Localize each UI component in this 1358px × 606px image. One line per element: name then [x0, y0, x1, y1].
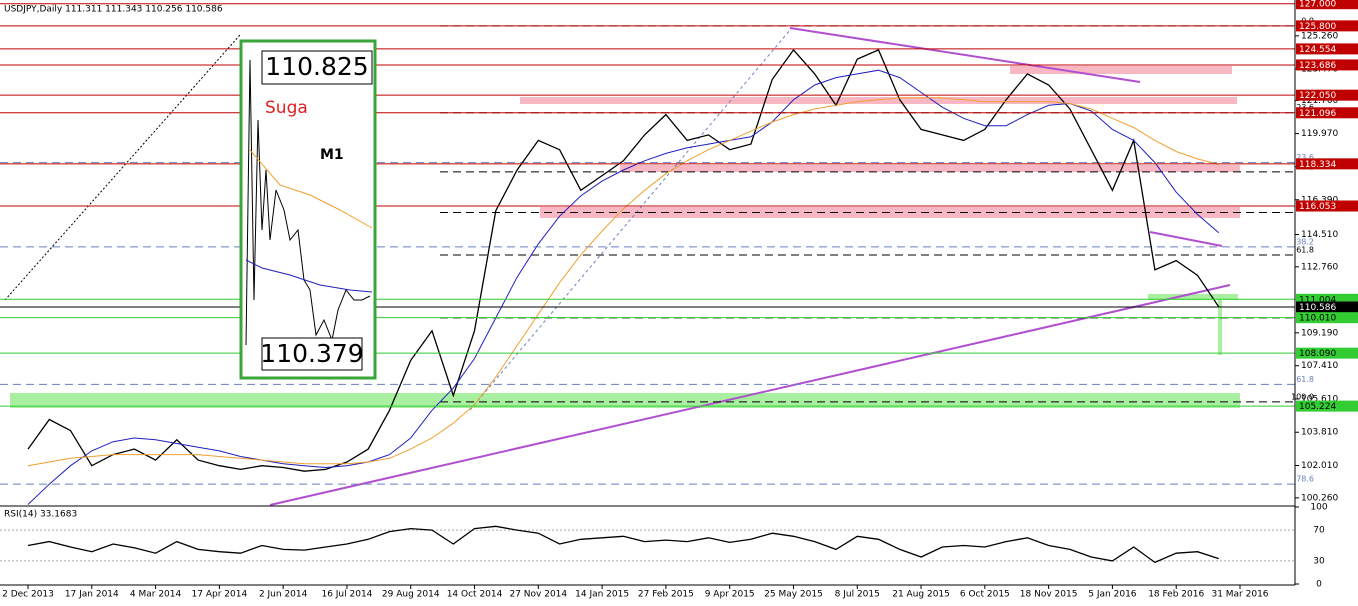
- x-tick-label: 17 Jan 2014: [65, 590, 119, 600]
- inset-price: [245, 59, 371, 346]
- series-line: [27, 525, 1219, 564]
- level-box: [1296, 0, 1358, 10]
- rsi-tick-label: 70: [1313, 526, 1325, 536]
- fib-label: 38.2: [1296, 237, 1314, 246]
- level-label: 123.686: [1299, 61, 1336, 71]
- plot-area: 125.260123.470121.760119.970118.180116.3…: [0, 3, 1338, 600]
- y-tick-label: 107.410: [1301, 361, 1338, 371]
- trend-line: [1149, 231, 1223, 247]
- trend-line: [789, 27, 1141, 83]
- level-box: [1296, 59, 1358, 71]
- level-box: [1296, 293, 1358, 305]
- y-tick-label: 112.760: [1301, 262, 1338, 272]
- x-tick-label: 18 Nov 2015: [1020, 590, 1078, 600]
- trend-line: [269, 284, 1231, 506]
- level-label: 127.000: [1299, 0, 1336, 10]
- fib-diagonal: [469, 29, 791, 411]
- resistance-zone: [520, 97, 1237, 104]
- rsi-title: RSI(14) 33.1683: [4, 510, 77, 520]
- x-tick-label: 17 Apr 2014: [192, 590, 248, 600]
- x-tick-label: 29 Aug 2014: [382, 590, 440, 600]
- y-tick-label: 119.970: [1301, 129, 1338, 139]
- fib-label: 100.0: [1291, 392, 1314, 401]
- resistance-zone: [1010, 66, 1232, 74]
- x-tick-label: 25 May 2015: [764, 590, 823, 600]
- level-box: [1296, 400, 1358, 412]
- fib-label: 61.8: [1296, 375, 1314, 384]
- series-line: [27, 97, 1219, 467]
- y-tick-label: 125.260: [1301, 31, 1338, 41]
- y-tick-label: 114.510: [1301, 230, 1338, 240]
- y-tick-label: 102.010: [1301, 461, 1338, 471]
- rsi-tick-label: 0: [1316, 580, 1322, 590]
- level-label: 124.554: [1299, 45, 1336, 55]
- inset-ma: [245, 259, 373, 293]
- rsi-tick-label: 100: [1310, 503, 1327, 513]
- level-box: [1296, 89, 1358, 101]
- fib-label: 61.8: [1296, 246, 1314, 255]
- inset-low: 110.379: [260, 339, 363, 368]
- x-tick-label: 4 Mar 2014: [130, 590, 182, 600]
- x-tick-label: 16 Jul 2014: [321, 590, 372, 600]
- inset-label: Suga: [265, 98, 308, 118]
- level-label: 110.010: [1299, 314, 1336, 324]
- series-line: [27, 48, 1220, 472]
- level-label: 122.050: [1299, 91, 1336, 101]
- level-label: 111.004: [1299, 295, 1336, 305]
- x-tick-label: 14 Oct 2014: [447, 590, 503, 600]
- x-tick-label: 27 Feb 2015: [638, 590, 694, 600]
- y-tick-label: 103.810: [1301, 428, 1338, 438]
- x-tick-label: 14 Jan 2015: [575, 590, 629, 600]
- inset: 110.825 Suga M1 110.379: [239, 39, 377, 380]
- level-box: [1296, 200, 1358, 212]
- x-tick-label: 8 Jul 2015: [835, 590, 880, 600]
- x-tick-label: 31 Mar 2016: [1211, 590, 1268, 600]
- level-label: 125.800: [1299, 22, 1336, 32]
- level-label: 121.096: [1299, 109, 1336, 119]
- resistance-zone: [620, 165, 1240, 172]
- level-box: [1296, 43, 1358, 55]
- level-box: [1296, 158, 1358, 170]
- rsi-tick-label: 30: [1313, 556, 1325, 566]
- level-label: 105.224: [1299, 402, 1336, 412]
- y-tick-label: 116.390: [1301, 195, 1338, 205]
- y-tick-label: 100.260: [1301, 493, 1338, 503]
- y-tick-label: 105.610: [1301, 394, 1338, 404]
- fib-diagonal: [4, 34, 241, 301]
- inset-ma: [249, 149, 373, 229]
- x-tick-label: 2 Dec 2013: [2, 590, 54, 600]
- x-tick-label: 9 Apr 2015: [705, 590, 755, 600]
- inset-low-box: [261, 337, 363, 371]
- x-tick-label: 5 Jan 2016: [1088, 590, 1136, 600]
- x-tick-label: 27 Nov 2014: [509, 590, 567, 600]
- support-zone: [1148, 294, 1238, 300]
- level-box: [1296, 312, 1358, 324]
- level-box: [1296, 20, 1358, 32]
- level-box: [1296, 107, 1358, 119]
- x-tick-label: 2 Jun 2014: [259, 590, 308, 600]
- level-label: 108.090: [1299, 349, 1336, 359]
- fib-label: 23.6: [1296, 153, 1314, 162]
- inset-high: 110.825: [265, 52, 368, 81]
- series-line: [27, 69, 1220, 505]
- x-tick-label: 18 Feb 2016: [1148, 590, 1204, 600]
- y-tick-label: 109.190: [1301, 328, 1338, 338]
- level-label: 110.586: [1299, 303, 1336, 313]
- inset-high-box: [261, 50, 373, 85]
- level-label: 118.334: [1299, 160, 1336, 170]
- y-tick-label: 121.760: [1301, 96, 1338, 106]
- inset-timeframe: M1: [320, 147, 344, 163]
- support-zone: [10, 393, 1240, 408]
- level-box: [1296, 347, 1358, 359]
- fib-label: 78.6: [1296, 475, 1314, 484]
- x-tick-label: 21 Aug 2015: [892, 590, 950, 600]
- x-tick-label: 6 Oct 2015: [960, 590, 1010, 600]
- target-bar: [1218, 300, 1222, 355]
- chart-title: USDJPY,Daily 111.311 111.343 110.256 110…: [4, 5, 223, 15]
- level-box: [1296, 301, 1358, 313]
- level-label: 116.053: [1299, 202, 1336, 212]
